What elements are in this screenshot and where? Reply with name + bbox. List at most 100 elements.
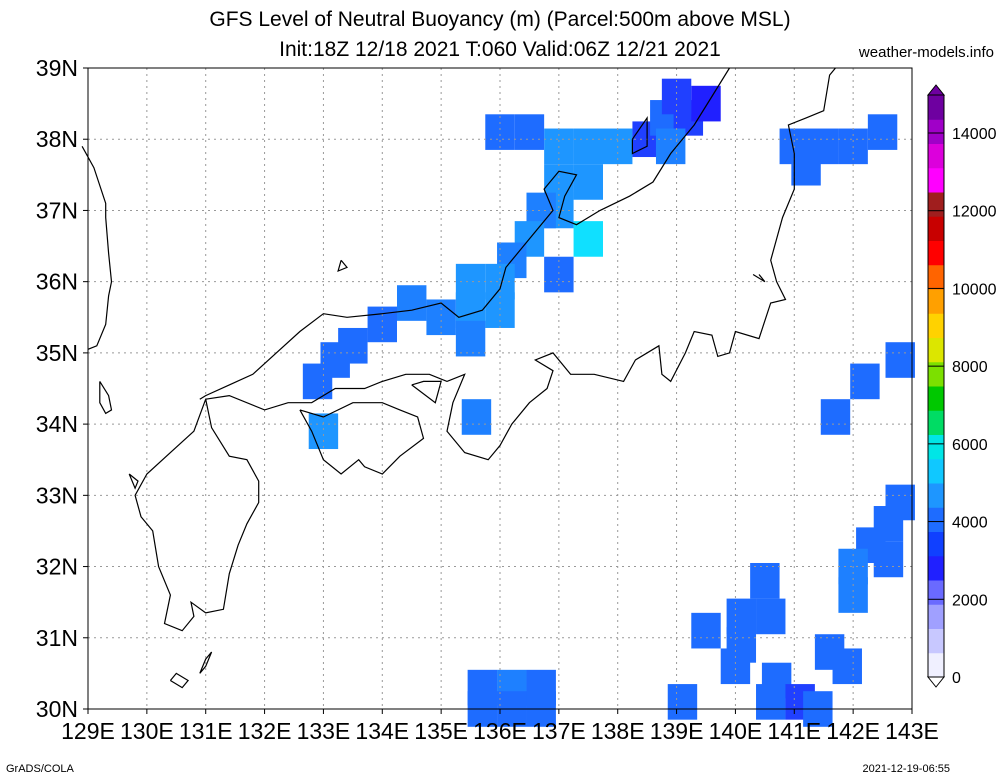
- field-cell: [850, 363, 880, 400]
- field-cell: [573, 164, 603, 200]
- colorbar-swatch: [928, 483, 944, 508]
- field-cell: [426, 299, 456, 336]
- colorbar-label: 12000: [952, 204, 997, 221]
- lon-tick-label: 138E: [591, 718, 645, 744]
- lon-tick-label: 139E: [650, 718, 704, 744]
- field-cell: [661, 78, 692, 115]
- lon-tick-label: 136E: [473, 718, 527, 744]
- colorbar-swatch: [928, 240, 944, 266]
- field-cell: [397, 285, 427, 321]
- field-cell: [667, 684, 698, 720]
- field-cell: [691, 612, 721, 649]
- colorbar-swatch: [928, 434, 944, 460]
- colorbar-label: 4000: [952, 515, 988, 532]
- colorbar-swatch: [928, 119, 944, 144]
- lat-tick-label: 37N: [36, 197, 78, 223]
- colorbar-swatch: [928, 386, 944, 411]
- chart-subtitle: Init:18Z 12/18 2021 T:060 Valid:06Z 12/2…: [279, 38, 721, 61]
- field-cell: [720, 648, 751, 685]
- footer-left: GrADS/COLA: [6, 763, 74, 775]
- colorbar-swatch: [928, 95, 944, 120]
- lon-tick-label: 135E: [414, 718, 468, 744]
- field-cell: [750, 562, 780, 599]
- field-cell: [832, 648, 862, 685]
- field-cell: [756, 598, 786, 635]
- lon-tick-label: 130E: [120, 718, 174, 744]
- axis-ticks: 129E 130E 131E 132E 133E 134E 135E 136E 137E 138E…: [36, 55, 939, 744]
- lon-tick-label: 140E: [709, 718, 763, 744]
- field-cell: [544, 256, 574, 293]
- footer-timestamp: 2021-12-19-06:55: [862, 763, 950, 775]
- coastline: [337, 259, 348, 273]
- lon-tick-label: 129E: [61, 718, 115, 744]
- coastline: [752, 273, 766, 283]
- colorbar-swatch: [928, 264, 944, 290]
- field-cell: [820, 399, 851, 435]
- coastline: [99, 381, 113, 415]
- field-cell: [308, 413, 339, 450]
- colorbar-label: 8000: [952, 359, 988, 376]
- lat-tick-label: 36N: [36, 269, 78, 295]
- lon-tick-label: 134E: [355, 718, 409, 744]
- colorbar-swatch: [928, 313, 944, 338]
- colorbar-swatch: [928, 604, 944, 629]
- colorbar-label: 6000: [952, 437, 988, 454]
- lat-tick-label: 38N: [36, 126, 78, 152]
- colorbar-swatch: [928, 167, 944, 193]
- field-cell: [873, 541, 904, 578]
- colorbar-label: 2000: [952, 592, 988, 609]
- coastline: [631, 115, 648, 155]
- lon-tick-label: 141E: [767, 718, 821, 744]
- lon-tick-label: 143E: [885, 718, 939, 744]
- lat-tick-label: 30N: [36, 696, 78, 722]
- lat-tick-label: 31N: [36, 625, 78, 651]
- chart-title: GFS Level of Neutral Buoyancy (m) (Parce…: [209, 8, 791, 31]
- colorbar-swatch: [928, 652, 944, 678]
- lat-tick-label: 32N: [36, 554, 78, 580]
- coastline: [128, 473, 139, 490]
- colorbar-swatch: [928, 289, 944, 314]
- field-cell: [838, 577, 868, 613]
- field-cell: [756, 684, 786, 720]
- field-cell: [573, 128, 603, 165]
- field-cell: [791, 149, 821, 186]
- colorbar-swatch: [928, 361, 944, 387]
- colorbar-swatch: [928, 410, 944, 435]
- lon-tick-label: 133E: [297, 718, 351, 744]
- lat-tick-label: 34N: [36, 411, 78, 437]
- lon-tick-label: 131E: [179, 718, 233, 744]
- graticule: [88, 68, 912, 709]
- coastline: [81, 146, 113, 350]
- lon-tick-label: 137E: [532, 718, 586, 744]
- field-cell: [655, 128, 686, 165]
- coastline: [299, 402, 425, 475]
- coastline: [134, 398, 260, 632]
- colorbar-swatch: [928, 192, 944, 217]
- lat-tick-label: 35N: [36, 340, 78, 366]
- field-cell: [573, 221, 603, 257]
- colorbar-max-arrow: [926, 84, 946, 96]
- coastlines: [81, 67, 836, 689]
- colorbar-swatch: [928, 143, 944, 169]
- field-cell: [455, 320, 486, 357]
- field-cell: [302, 363, 333, 400]
- colorbar-swatch: [928, 628, 944, 654]
- coastline: [169, 672, 190, 689]
- lon-tick-label: 132E: [238, 718, 292, 744]
- field-cell: [461, 399, 492, 435]
- coastline: [199, 67, 731, 400]
- colorbar-label: 14000: [952, 126, 997, 143]
- lat-tick-label: 39N: [36, 55, 78, 81]
- field-cells: [302, 78, 915, 727]
- lon-tick-label: 142E: [826, 718, 880, 744]
- colorbar-label: 10000: [952, 281, 997, 298]
- colorbar-swatch: [928, 531, 944, 557]
- colorbar-swatch: [928, 580, 944, 605]
- field-cell: [485, 114, 515, 150]
- field-cell: [485, 292, 515, 328]
- colorbar-swatch: [928, 337, 944, 363]
- colorbar: 14000 12000 10000 8000 6000 4000 2000 0: [926, 84, 997, 688]
- lat-tick-label: 33N: [36, 482, 78, 508]
- coastline: [411, 380, 442, 404]
